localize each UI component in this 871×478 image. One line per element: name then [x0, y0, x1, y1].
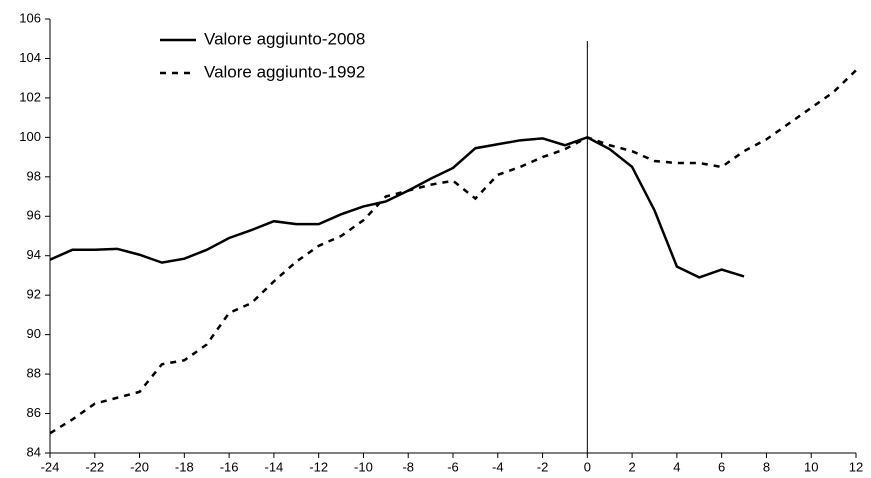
x-tick-label: -4 — [492, 459, 504, 474]
y-tick-label: 94 — [27, 247, 41, 262]
x-tick-label: 4 — [673, 459, 680, 474]
series-line — [49, 69, 857, 435]
series-line — [49, 136, 745, 279]
x-tick-label: -14 — [264, 459, 283, 474]
legend-label: Valore aggiunto-2008 — [204, 29, 365, 48]
x-tick-label: 12 — [849, 459, 863, 474]
x-tick-label: -6 — [447, 459, 459, 474]
y-tick-label: 92 — [27, 287, 41, 302]
x-tick-label: 8 — [763, 459, 770, 474]
x-tick-label: -16 — [220, 459, 239, 474]
y-tick-label: 106 — [19, 10, 41, 25]
x-tick-label: -2 — [537, 459, 549, 474]
x-tick-label: -10 — [354, 459, 373, 474]
y-tick-label: 90 — [27, 326, 41, 341]
y-tick-label: 84 — [27, 444, 41, 459]
y-tick-label: 88 — [27, 366, 41, 381]
y-tick-label: 96 — [27, 208, 41, 223]
x-tick-label: -18 — [175, 459, 194, 474]
legend-label: Valore aggiunto-1992 — [204, 62, 365, 81]
x-tick-label: -24 — [41, 459, 60, 474]
y-tick-label: 100 — [19, 129, 41, 144]
y-tick-label: 86 — [27, 405, 41, 420]
x-tick-label: -22 — [85, 459, 104, 474]
x-tick-label: -12 — [309, 459, 328, 474]
x-tick-label: 6 — [718, 459, 725, 474]
y-tick-label: 102 — [19, 89, 41, 104]
x-tick-label: 0 — [584, 459, 591, 474]
x-tick-label: 2 — [628, 459, 635, 474]
y-tick-label: 98 — [27, 168, 41, 183]
y-tick-label: 104 — [19, 50, 41, 65]
x-tick-label: -20 — [130, 459, 149, 474]
x-tick-label: -8 — [402, 459, 414, 474]
x-tick-label: 10 — [804, 459, 818, 474]
